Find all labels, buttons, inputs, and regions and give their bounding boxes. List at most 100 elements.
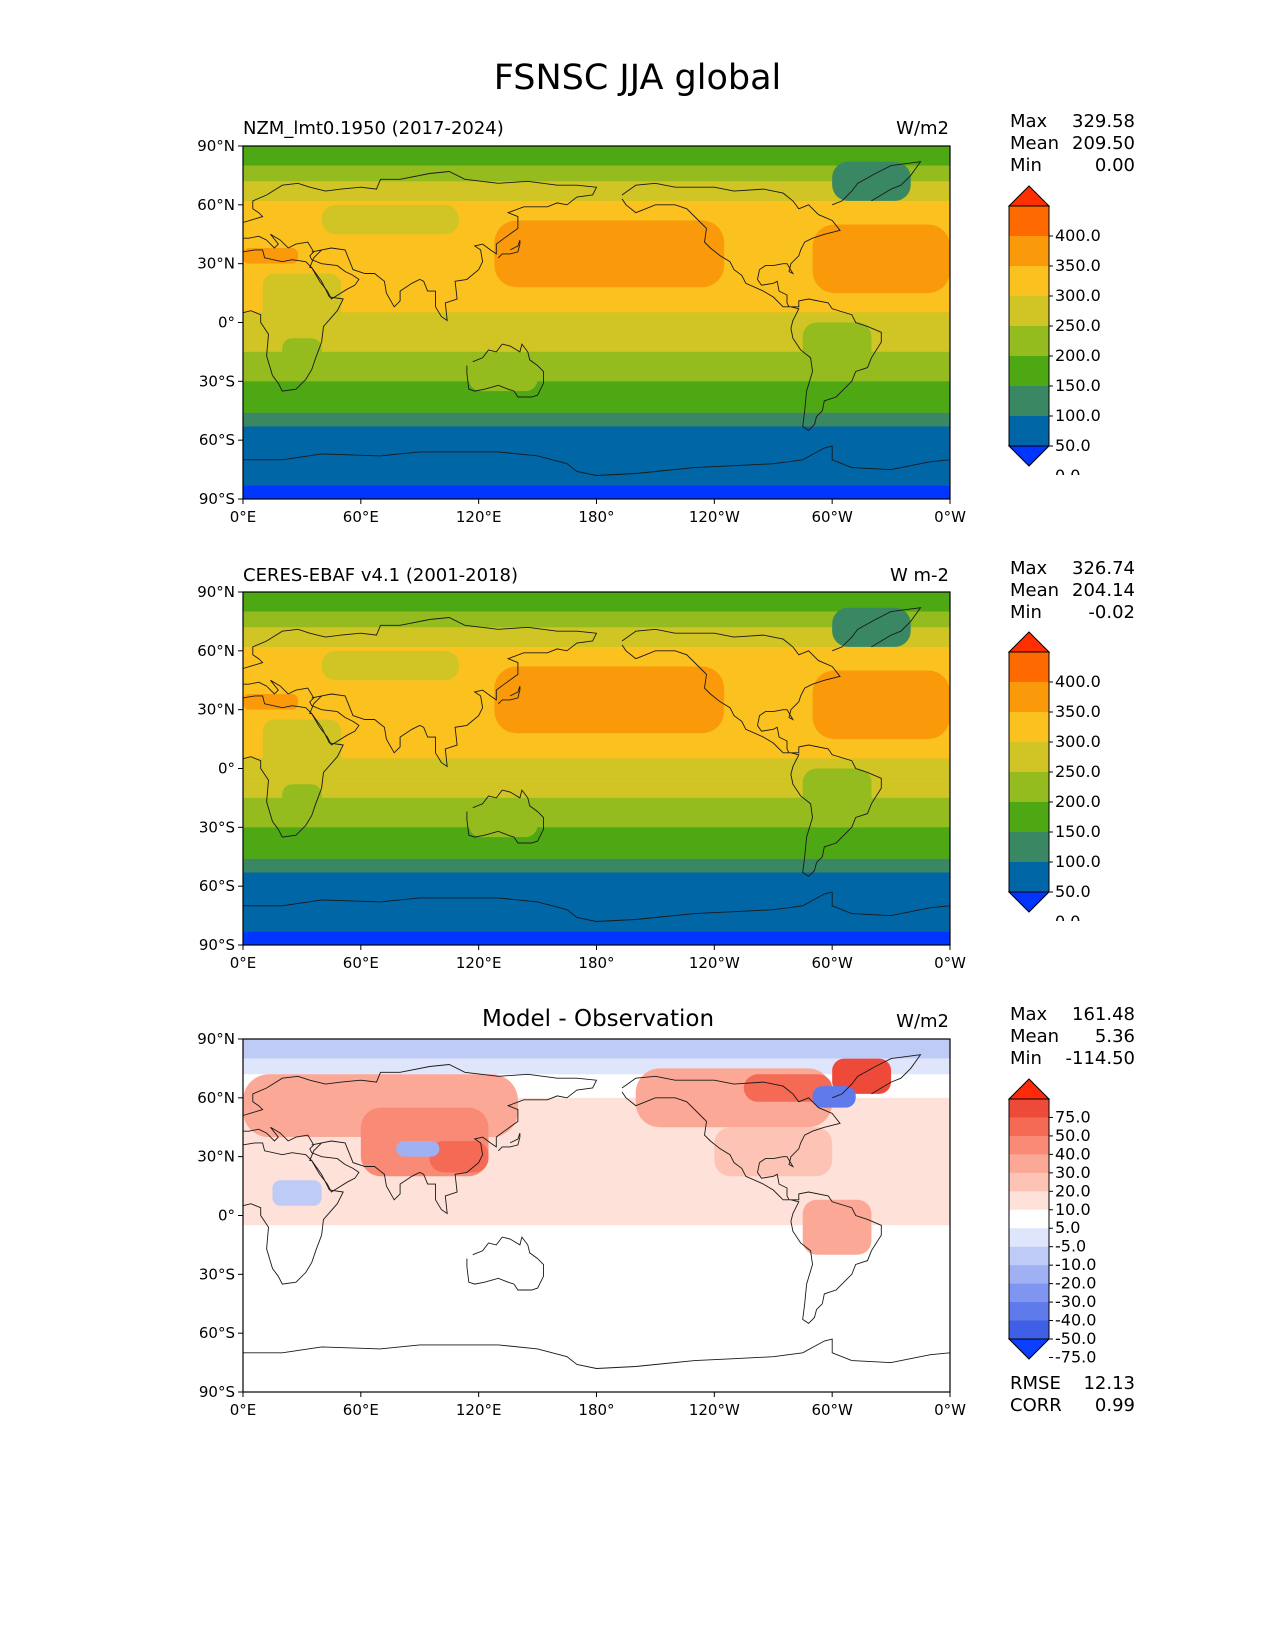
map0-natlantic-max xyxy=(812,224,950,294)
map1-band-8 xyxy=(243,827,950,844)
map1-band-1 xyxy=(243,611,950,628)
panel2-units: W m-2 xyxy=(889,565,949,586)
panel2-map: 0°E 60°E 120°E 180° 120°W 60°W 0°W 90°N 60°N 30°N… xyxy=(197,586,966,972)
map0-band-9 xyxy=(243,397,950,413)
map2-sahel-negative xyxy=(272,1180,322,1206)
map1-band-6 xyxy=(243,797,950,812)
map2-coastline-1 xyxy=(243,1126,360,1193)
map0-band-8 xyxy=(243,381,950,398)
map2-coastline-4 xyxy=(466,1236,544,1291)
cbar0-label-8: 0.0 xyxy=(1055,466,1080,475)
cbar2-label-2: 40.0 xyxy=(1055,1144,1091,1163)
cbar0-label-5: 150.0 xyxy=(1055,376,1101,395)
map1-ytick-label-5: 60°S xyxy=(199,877,235,895)
map0-band-7 xyxy=(243,365,950,382)
map2-xtick-label-3: 180° xyxy=(578,1401,614,1419)
cbar2-swatch-11 xyxy=(1009,1283,1049,1303)
map1-band-5 xyxy=(243,778,950,798)
map1-xtick-label-3: 180° xyxy=(578,954,614,972)
cbar2-swatch-7 xyxy=(1009,1209,1049,1229)
map0-ytick-label-5: 60°S xyxy=(199,431,235,449)
map0-ytick-label-1: 60°N xyxy=(197,196,235,214)
map2-ytick-label-3: 0° xyxy=(218,1207,235,1225)
map0-band-6 xyxy=(243,351,950,366)
cbar0-swatch-4 xyxy=(1009,296,1049,327)
map2-ytick-label-0: 90°N xyxy=(197,1033,235,1048)
cbar2-swatch-13 xyxy=(1009,1320,1049,1340)
map1-south-america xyxy=(802,768,872,828)
cbar1-label-7: 50.0 xyxy=(1055,882,1091,901)
map0-xtick-label-1: 60°E xyxy=(343,508,379,526)
map0-xtick-label-5: 60°W xyxy=(811,508,853,526)
map0-xtick-label-6: 0°W xyxy=(934,508,966,526)
map2-tibet-negative xyxy=(396,1140,440,1157)
map1-band-12 xyxy=(243,931,950,945)
cbar0-extend-bottom xyxy=(1007,445,1051,467)
cbar2-outline xyxy=(1008,1098,1050,1340)
map1-band-0 xyxy=(243,592,950,612)
map1-ytick-label-1: 60°N xyxy=(197,642,235,660)
cbar0-extend-top xyxy=(1007,185,1051,207)
map0-coastline-5 xyxy=(621,182,882,431)
map0-coastline-4 xyxy=(466,343,544,398)
cbar2-swatch-4 xyxy=(1009,1154,1049,1174)
panel3-extra-stats: RMSE 12.13 CORR 0.99 xyxy=(1010,1373,1135,1416)
cbar0-label-2: 300.0 xyxy=(1055,286,1101,305)
panel2-left-label: CERES-EBAF v4.1 (2001-2018) xyxy=(243,565,519,586)
map1-mediterranean-max xyxy=(243,693,298,710)
map0-africa-land xyxy=(262,273,342,333)
cbar0-label-3: 250.0 xyxy=(1055,316,1101,335)
cbar0-label-1: 350.0 xyxy=(1055,256,1101,275)
map1-coastline-1 xyxy=(243,679,360,746)
map2-china-peak xyxy=(429,1140,489,1173)
cbar2-swatch-3 xyxy=(1009,1135,1049,1155)
map0-band-2 xyxy=(243,181,950,201)
panel1-map: 0°E 60°E 120°E 180° 120°W 60°W 0°W 90°N 60°N 30°N… xyxy=(197,140,966,526)
cbar2-swatch-9 xyxy=(1009,1246,1049,1266)
map0-coastline-6 xyxy=(832,161,922,206)
cbar2-label-0: 75.0 xyxy=(1055,1107,1091,1126)
map2-ytick-label-6: 90°S xyxy=(199,1383,235,1401)
map1-natlantic-max xyxy=(812,670,950,740)
cbar1-extend-bottom xyxy=(1007,891,1051,913)
map0-ytick-label-3: 0° xyxy=(218,314,235,332)
panel1-units: W/m2 xyxy=(896,118,949,139)
map0-ytick-label-2: 30°N xyxy=(197,255,235,273)
map2-ytick-label-1: 60°N xyxy=(197,1089,235,1107)
cbar2-label-4: 20.0 xyxy=(1055,1181,1091,1200)
map1-xtick-label-2: 120°E xyxy=(456,954,502,972)
cbar1-label-4: 200.0 xyxy=(1055,792,1101,811)
cbar0-swatch-6 xyxy=(1009,356,1049,387)
panel1-stats: Max 329.58 Mean 209.50 Min 0.00 xyxy=(1010,111,1135,176)
map2-ytick-label-4: 30°S xyxy=(199,1265,235,1283)
map2-ytick-label-5: 60°S xyxy=(199,1324,235,1342)
map1-xtick-label-5: 60°W xyxy=(811,954,853,972)
map0-band-1 xyxy=(243,165,950,182)
map1-xtick-label-6: 0°W xyxy=(934,954,966,972)
map0-southern-africa xyxy=(282,338,322,372)
cbar2-label-10: -30.0 xyxy=(1055,1292,1096,1311)
panel1-left-label: NZM_lmt0.1950 (2017-2024) xyxy=(243,118,504,139)
map0-npacific-max xyxy=(494,220,725,288)
cbar1-label-1: 350.0 xyxy=(1055,702,1101,721)
map2-canada-peak xyxy=(743,1074,833,1102)
map2-coastline-3 xyxy=(497,1132,521,1152)
map0-australia xyxy=(468,357,538,392)
map1-band-4 xyxy=(243,758,950,779)
map0-siberia xyxy=(321,204,460,235)
cbar1-label-8: 0.0 xyxy=(1055,912,1080,921)
map2-coastline-2 xyxy=(242,1064,598,1215)
map1-npacific-max xyxy=(494,666,725,734)
map1-coastline-3 xyxy=(497,685,521,705)
map1-ytick-label-6: 90°S xyxy=(199,936,235,954)
map1-band-7 xyxy=(243,811,950,828)
cbar1-swatch-1 xyxy=(1009,652,1049,683)
cbar1-label-6: 100.0 xyxy=(1055,852,1101,871)
cbar0-swatch-8 xyxy=(1009,416,1049,447)
map1-ytick-label-4: 30°S xyxy=(199,818,235,836)
map1-australia xyxy=(468,803,538,838)
figure-title: FSNSC JJA global xyxy=(493,58,782,98)
cbar1-swatch-7 xyxy=(1009,832,1049,863)
cbar1-label-0: 400.0 xyxy=(1055,672,1101,691)
cbar0-swatch-2 xyxy=(1009,236,1049,267)
